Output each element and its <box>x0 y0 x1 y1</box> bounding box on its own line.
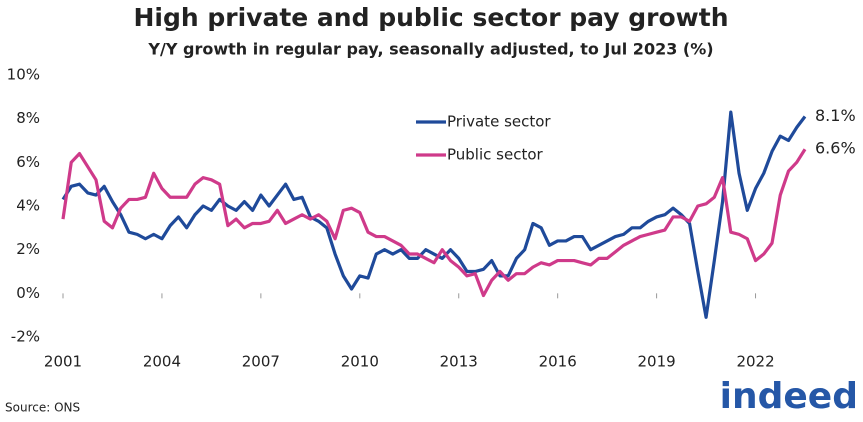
x-tick-label: 2013 <box>440 353 478 371</box>
y-tick-label: 6% <box>16 153 40 171</box>
chart-title: High private and public sector pay growt… <box>133 3 728 32</box>
y-tick-label: 10% <box>7 66 40 84</box>
x-tick-label: 2010 <box>341 353 379 371</box>
x-tick-label: 2016 <box>539 353 577 371</box>
y-tick-label: 2% <box>16 240 40 258</box>
source: Source: ONS <box>5 401 80 415</box>
x-tick-label: 2004 <box>143 353 181 371</box>
x-tick-label: 2022 <box>736 353 774 371</box>
chart-subtitle: Y/Y growth in regular pay, seasonally ad… <box>147 40 713 59</box>
series-line <box>61 110 807 319</box>
y-tick-label: -2% <box>11 328 40 346</box>
y-tick-label: 4% <box>16 197 40 215</box>
x-tick-label: 2001 <box>44 353 82 371</box>
series-line <box>61 148 807 298</box>
y-tick-label: 8% <box>16 109 40 127</box>
end-label: 8.1% <box>815 106 856 125</box>
x-tick-label: 2007 <box>242 353 280 371</box>
x-tick-label: 2019 <box>638 353 676 371</box>
y-tick-label: 0% <box>16 284 40 302</box>
legend-label: Private sector <box>447 113 551 131</box>
end-label: 6.6% <box>815 139 856 158</box>
legend-label: Public sector <box>447 146 544 164</box>
logo: indeed <box>720 376 858 417</box>
